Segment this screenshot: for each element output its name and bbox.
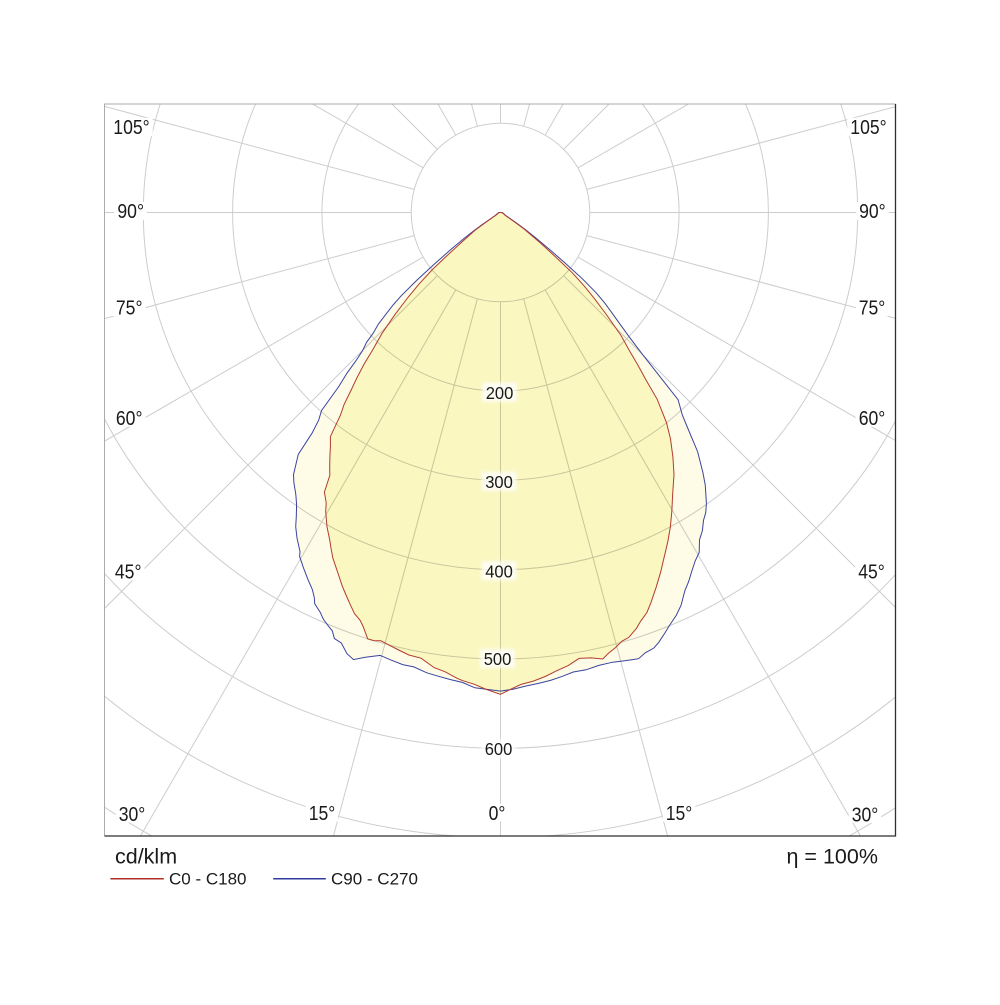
svg-text:η = 100%: η = 100% bbox=[787, 844, 878, 868]
svg-text:105°: 105° bbox=[850, 116, 886, 138]
svg-text:60°: 60° bbox=[859, 407, 886, 429]
svg-text:45°: 45° bbox=[115, 561, 142, 583]
svg-text:90°: 90° bbox=[859, 200, 886, 222]
svg-text:15°: 15° bbox=[666, 802, 693, 824]
svg-text:400: 400 bbox=[485, 561, 513, 582]
svg-text:C90 - C270: C90 - C270 bbox=[331, 870, 418, 889]
svg-text:30°: 30° bbox=[852, 803, 879, 825]
svg-text:0°: 0° bbox=[489, 802, 506, 824]
svg-text:600: 600 bbox=[485, 739, 513, 760]
svg-text:500: 500 bbox=[484, 648, 512, 669]
svg-text:30°: 30° bbox=[119, 803, 146, 825]
svg-text:75°: 75° bbox=[859, 297, 886, 319]
svg-text:90°: 90° bbox=[117, 200, 144, 222]
svg-text:cd/klm: cd/klm bbox=[115, 845, 177, 869]
svg-text:15°: 15° bbox=[309, 802, 336, 824]
svg-text:C0 - C180: C0 - C180 bbox=[169, 870, 246, 889]
svg-text:75°: 75° bbox=[116, 297, 143, 319]
svg-text:300: 300 bbox=[485, 471, 513, 492]
svg-text:45°: 45° bbox=[858, 561, 885, 583]
svg-text:200: 200 bbox=[486, 382, 514, 403]
svg-text:60°: 60° bbox=[116, 407, 143, 429]
svg-text:105°: 105° bbox=[113, 116, 149, 138]
